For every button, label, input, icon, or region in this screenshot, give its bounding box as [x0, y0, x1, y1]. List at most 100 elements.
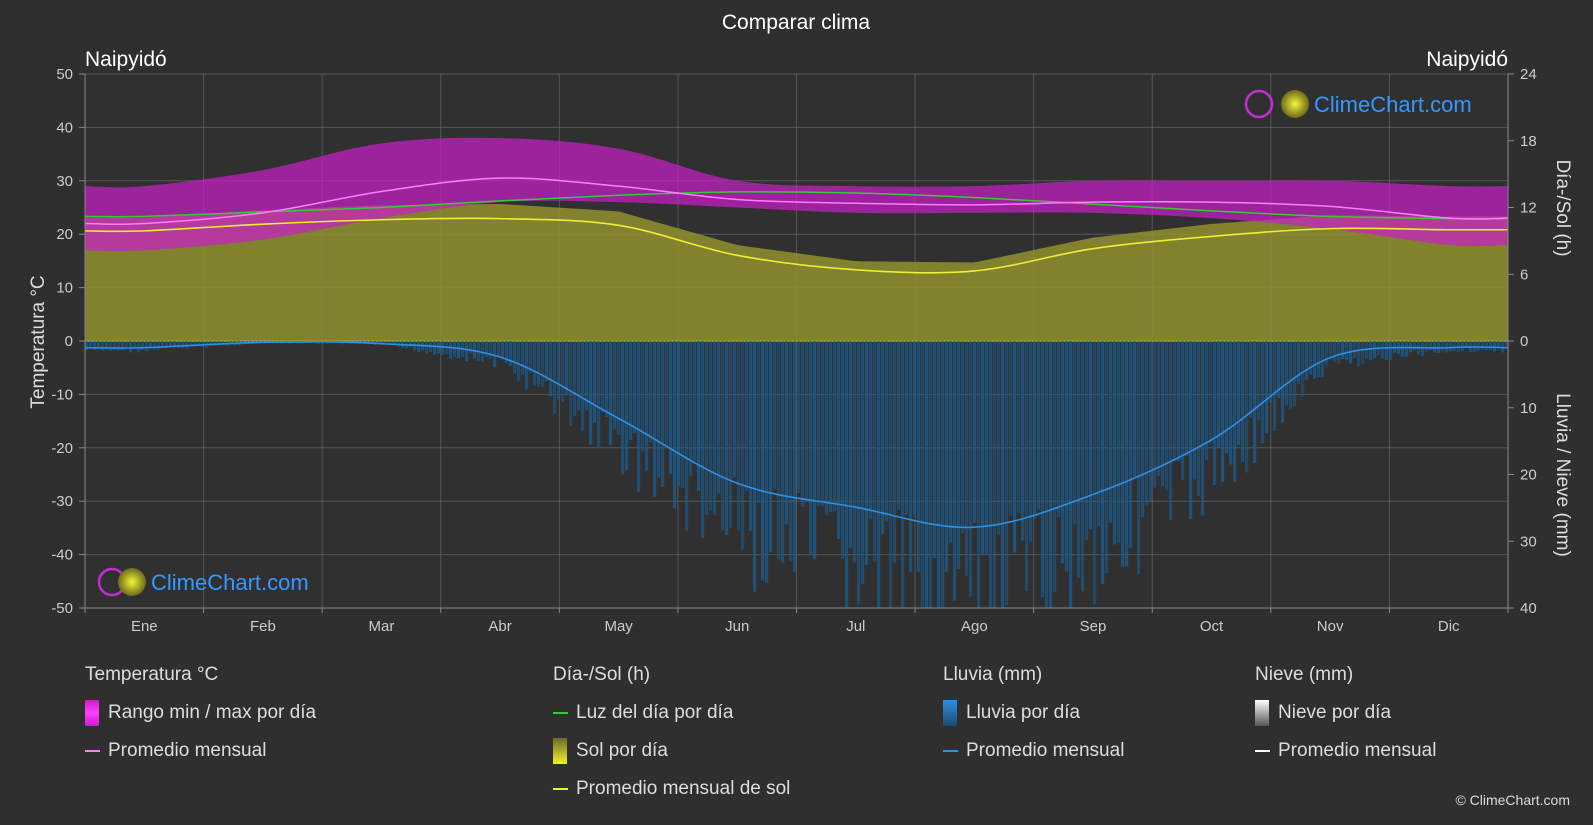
- rain-day-bar: [85, 341, 89, 351]
- rain-day-bar: [669, 341, 673, 475]
- rain-day-bar: [1429, 341, 1433, 351]
- rain-day-bar: [1037, 341, 1041, 510]
- legend-snow-avg-label: Promedio mensual: [1278, 740, 1437, 761]
- rain-day-bar: [913, 341, 917, 515]
- rain-day-bar: [1109, 341, 1113, 523]
- rain-day-bar: [1317, 341, 1321, 378]
- rain-day-bar: [1373, 341, 1377, 359]
- rain-day-bar: [769, 341, 773, 552]
- rain-day-bar: [561, 341, 565, 402]
- rain-day-bar: [1145, 341, 1149, 506]
- rain-day-bar: [749, 341, 753, 531]
- rain-day-bar: [1409, 341, 1413, 353]
- rain-day-bar: [1241, 341, 1245, 462]
- logo-sun-icon: [1281, 90, 1309, 118]
- rain-day-bar: [925, 341, 929, 608]
- rain-day-bar: [569, 341, 573, 426]
- rain-day-bar: [1057, 341, 1061, 517]
- rain-day-bar: [777, 341, 781, 560]
- rain-swatch: [943, 700, 957, 726]
- rain-day-bar: [857, 341, 861, 605]
- rain-day-bar: [921, 341, 925, 608]
- legend-temp-avg-label: Promedio mensual: [108, 740, 267, 761]
- rain-day-bar: [1325, 341, 1329, 366]
- rain-day-bar: [909, 341, 913, 573]
- rain-day-bar: [1017, 341, 1021, 514]
- rain-day-bar: [449, 341, 453, 359]
- rain-day-bar: [1285, 341, 1289, 406]
- location-right: Naipyidó: [1426, 48, 1508, 71]
- rain-day-bar: [161, 341, 165, 348]
- rain-day-bar: [1041, 341, 1045, 598]
- rain-day-bar: [149, 341, 153, 349]
- rain-day-bar: [177, 341, 181, 348]
- rain-day-bar: [1093, 341, 1097, 605]
- rain-day-bar: [209, 341, 213, 346]
- y-right-bottom-tick-label: 40: [1520, 600, 1537, 617]
- rain-day-bar: [1461, 341, 1465, 352]
- rain-day-bar: [213, 341, 217, 346]
- rain-day-bar: [689, 341, 693, 477]
- legend-rain-avg-label: Promedio mensual: [966, 740, 1125, 761]
- rain-day-bar: [1361, 341, 1365, 364]
- rain-day-bar: [125, 341, 129, 349]
- rain-day-bar: [1337, 341, 1341, 365]
- rain-day-bar: [541, 341, 545, 387]
- legend: Temperatura °C Rango min / max por día P…: [0, 662, 1593, 802]
- rain-day-bar: [1085, 341, 1089, 540]
- rain-day-bar: [1133, 341, 1137, 478]
- rain-day-bar: [1477, 341, 1481, 351]
- rain-day-bar: [129, 341, 133, 353]
- y-left-tick-label: 30: [56, 173, 73, 190]
- rain-day-bar: [1441, 341, 1445, 353]
- rain-day-bar: [501, 341, 505, 360]
- rain-day-bar: [1069, 341, 1073, 608]
- rain-day-bar: [173, 341, 177, 348]
- rain-day-bar: [1333, 341, 1337, 363]
- legend-rain-heading: Lluvia (mm): [943, 664, 1043, 685]
- rain-day-bar: [629, 341, 633, 440]
- rain-day-bar: [1225, 341, 1229, 453]
- rain-day-bar: [1261, 341, 1265, 444]
- rain-day-bar: [1425, 341, 1429, 352]
- rain-day-bar: [1405, 341, 1409, 357]
- rain-day-bar: [625, 341, 629, 470]
- legend-daylight: Luz del día por día: [553, 700, 790, 738]
- logo-sun-icon: [118, 568, 146, 596]
- rain-day-bar: [89, 341, 93, 349]
- rain-day-bar: [1077, 341, 1081, 579]
- legend-sun-label: Sol por día: [576, 740, 668, 761]
- rain-day-bar: [1497, 341, 1501, 348]
- rain-day-bar: [221, 341, 225, 345]
- temp-range-swatch: [85, 700, 99, 726]
- daylight-line: [84, 191, 1509, 220]
- rain-day-bar: [773, 341, 777, 489]
- y-right-top-tick-label: 12: [1520, 200, 1537, 217]
- rain-day-bar: [901, 341, 905, 608]
- y-left-tick-label: -20: [51, 440, 73, 457]
- rain-day-bar: [545, 341, 549, 382]
- rain-day-bar: [761, 341, 765, 581]
- rain-day-bar: [1385, 341, 1389, 361]
- rain-day-bar: [185, 341, 189, 349]
- rain-day-bar: [113, 341, 117, 351]
- rain-day-bar: [621, 341, 625, 475]
- rain-day-bar: [1189, 341, 1193, 520]
- legend-temp-range-label: Rango min / max por día: [108, 702, 317, 723]
- rain-day-bar: [793, 341, 797, 573]
- rain-day-bar: [493, 341, 497, 368]
- rain-day-bar: [997, 341, 1001, 536]
- rain-day-bar: [425, 341, 429, 354]
- legend-rain: Lluvia (mm) Lluvia por día Promedio mens…: [943, 662, 1124, 776]
- rain-day-bar: [1029, 341, 1033, 542]
- rain-day-bar: [637, 341, 641, 492]
- rain-day-bar: [1005, 341, 1009, 606]
- rain-day-bar: [1233, 341, 1237, 483]
- rain-day-bar: [961, 341, 965, 534]
- rain-day-bar: [1141, 341, 1145, 518]
- rain-day-bar: [869, 341, 873, 520]
- rain-day-bar: [1121, 341, 1125, 567]
- rain-day-bar: [969, 341, 973, 597]
- rain-day-bar: [1197, 341, 1201, 496]
- rain-day-bar: [473, 341, 477, 359]
